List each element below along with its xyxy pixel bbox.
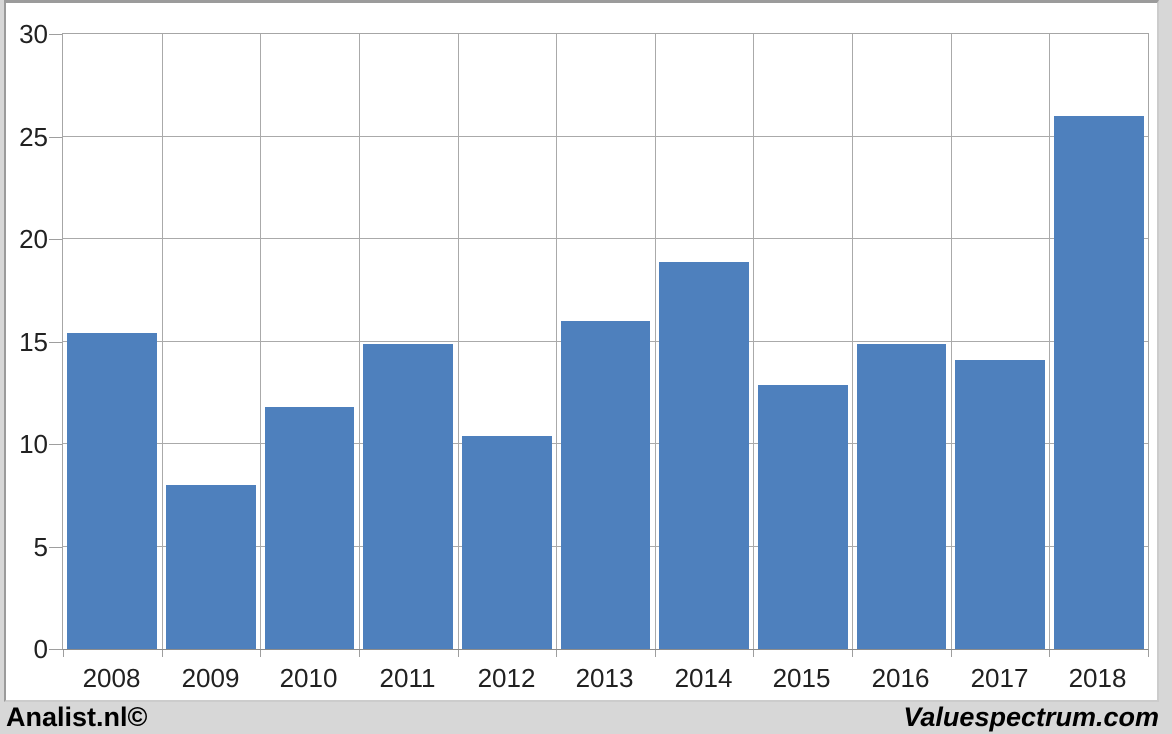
y-axis-label: 15 <box>19 327 48 357</box>
chart-panel: 0 5 10 15 20 25 30 2008 2009 2010 2011 2012 2013 2014… <box>4 0 1159 702</box>
bar-2018 <box>1053 116 1144 649</box>
x-axis-tick <box>1148 650 1149 657</box>
x-axis-label: 2017 <box>970 663 1029 693</box>
x-axis-label: 2010 <box>279 663 338 693</box>
y-axis-label: 10 <box>19 429 48 459</box>
bar-2010 <box>264 407 355 649</box>
x-axis-label: 2008 <box>82 663 141 693</box>
x-axis-label: 2014 <box>674 663 733 693</box>
y-axis-label: 30 <box>19 19 48 49</box>
v-gridline <box>359 34 360 649</box>
x-axis-tick <box>63 650 64 657</box>
y-axis-label: 25 <box>19 122 48 152</box>
x-axis-label: 2009 <box>181 663 240 693</box>
y-axis-tick <box>49 649 62 650</box>
valuespectrum-credit: Valuespectrum.com <box>903 702 1159 732</box>
analist-credit: Analist.nl© <box>6 702 148 732</box>
bar-2008 <box>67 333 158 649</box>
v-gridline <box>655 34 656 649</box>
y-axis-tick <box>49 137 62 138</box>
v-gridline <box>951 34 952 649</box>
bar-2013 <box>560 321 651 649</box>
y-axis-label: 5 <box>33 532 48 562</box>
x-axis-tick <box>951 650 952 657</box>
x-axis-label: 2011 <box>379 663 436 693</box>
x-axis-tick <box>359 650 360 657</box>
bar-2014 <box>659 261 750 649</box>
bar-2015 <box>757 384 848 649</box>
y-axis-tick <box>49 547 62 548</box>
bar-2017 <box>955 359 1045 649</box>
plot-area <box>62 33 1149 650</box>
v-gridline <box>260 34 261 649</box>
v-gridline <box>852 34 853 649</box>
x-axis-tick <box>753 650 754 657</box>
x-axis-tick <box>458 650 459 657</box>
h-gridline <box>63 135 1148 137</box>
y-axis-tick <box>49 239 62 240</box>
x-axis-label: 2016 <box>871 663 930 693</box>
bar-2012 <box>462 435 552 649</box>
y-axis-tick <box>49 34 62 35</box>
v-gridline <box>556 34 557 649</box>
v-gridline <box>162 34 163 649</box>
y-axis-tick <box>49 444 62 445</box>
y-axis-tick <box>49 342 62 343</box>
x-axis-label: 2018 <box>1068 663 1127 693</box>
y-axis-label: 0 <box>33 634 48 664</box>
bar-2016 <box>856 343 947 649</box>
x-axis-tick <box>1049 650 1050 657</box>
y-axis-label: 20 <box>19 224 48 254</box>
v-gridline <box>753 34 754 649</box>
x-axis-tick <box>852 650 853 657</box>
h-gridline <box>63 238 1148 239</box>
v-gridline <box>1049 34 1050 649</box>
bar-2009 <box>166 485 256 649</box>
bar-2011 <box>363 343 454 649</box>
x-axis-tick <box>655 650 656 657</box>
x-axis-tick <box>162 650 163 657</box>
x-axis-tick <box>260 650 261 657</box>
x-axis-tick <box>556 650 557 657</box>
x-axis-label: 2015 <box>772 663 831 693</box>
x-axis-label: 2012 <box>477 663 536 693</box>
v-gridline <box>458 34 459 649</box>
x-axis-label: 2013 <box>575 663 634 693</box>
